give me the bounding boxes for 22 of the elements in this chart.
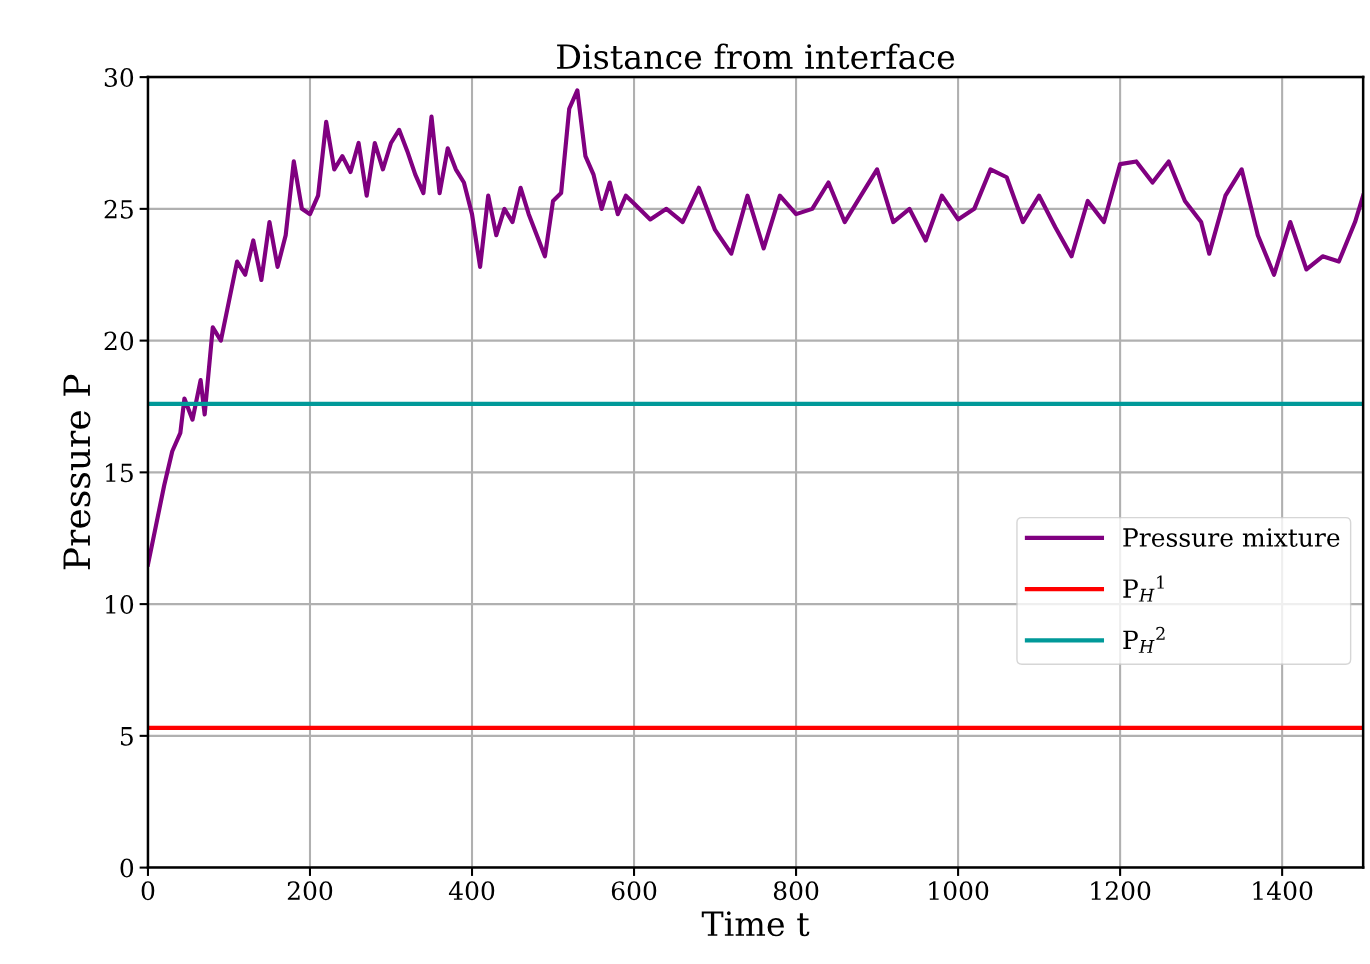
y-tick-label: 25 <box>104 199 133 219</box>
y-tick-label: 0 <box>120 858 134 878</box>
chart-title: Distance from interface <box>557 43 955 70</box>
y-tick-label: 15 <box>106 463 133 483</box>
legend-label: Pressure mixture <box>1123 528 1340 547</box>
y-axis-title: Pressure P <box>63 374 91 570</box>
x-axis-title: Time t <box>701 911 810 937</box>
x-tick-label: 200 <box>287 881 333 901</box>
y-tick-label: 5 <box>120 727 133 746</box>
line-series <box>147 88 1364 567</box>
y-tick-label: 30 <box>104 68 134 87</box>
legend-label: P$_{H}$$^{2}$ <box>1123 626 1165 653</box>
y-tick-label: 10 <box>106 595 134 614</box>
x-tick-label: 400 <box>448 881 495 901</box>
x-tick-label: 1000 <box>929 881 989 901</box>
x-tick-label: 0 <box>141 881 155 901</box>
x-tick-label: 1200 <box>1091 881 1151 901</box>
legend-label: P$_{H}$$^{1}$ <box>1123 575 1164 602</box>
y-tick-label: 20 <box>104 331 134 351</box>
x-tick-label: 600 <box>611 881 657 901</box>
x-tick-label: 800 <box>773 881 819 901</box>
x-tick-label: 1400 <box>1253 881 1313 901</box>
